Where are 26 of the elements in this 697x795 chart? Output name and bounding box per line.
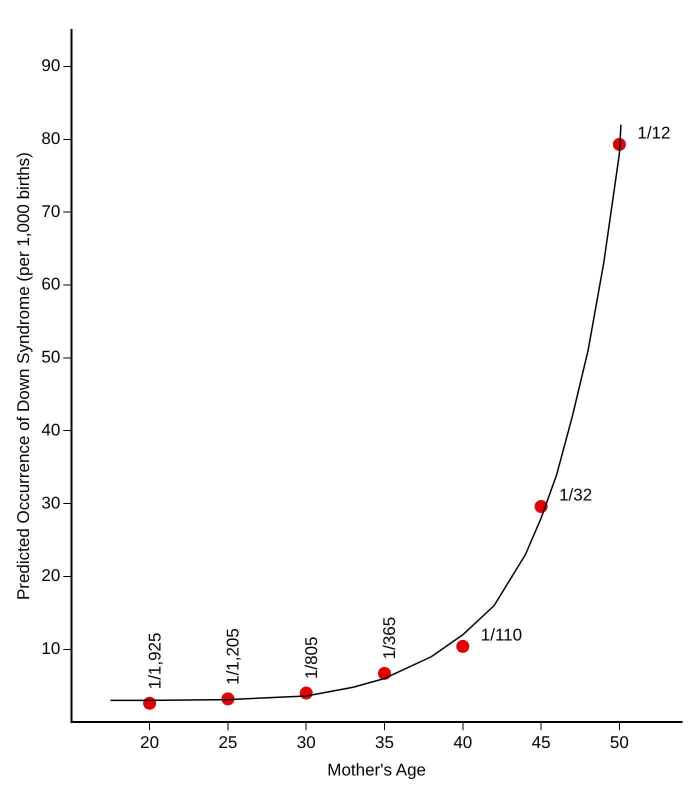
annotation: 1/1,925 [145, 632, 164, 690]
y-tick-label: 60 [41, 274, 60, 294]
annotation: 1/12 [637, 124, 670, 143]
y-axis-title: Predicted Occurrence of Down Syndrome (per 1,000 births) [14, 152, 33, 600]
x-tick-label: 35 [375, 733, 394, 752]
x-tick-label: 45 [532, 733, 551, 752]
x-tick-label: 30 [296, 733, 316, 752]
y-tick-label: 70 [41, 202, 60, 221]
y-tick-label: 10 [41, 639, 60, 658]
y-tick-label: 80 [41, 128, 60, 148]
point [456, 640, 470, 653]
annotation: 1/365 [380, 616, 400, 660]
annotation: 1/805 [302, 636, 321, 680]
x-axis-title: Mother's Age [327, 760, 426, 780]
annotation: 1/110 [480, 626, 522, 645]
x-tick-label: 50 [610, 733, 629, 752]
y-tick-label: 30 [41, 493, 60, 512]
y-tick-label: 40 [41, 420, 60, 440]
y-tick-label: 20 [41, 566, 60, 586]
annotation: 1/1,205 [224, 628, 243, 685]
x-tick-label: 25 [218, 733, 238, 752]
y-tick-label: 90 [41, 56, 60, 76]
annotation: 1/32 [559, 486, 592, 505]
y-tick-label: 50 [41, 348, 60, 367]
x-tick-label: 20 [140, 733, 160, 752]
x-tick-label: 40 [453, 733, 472, 752]
